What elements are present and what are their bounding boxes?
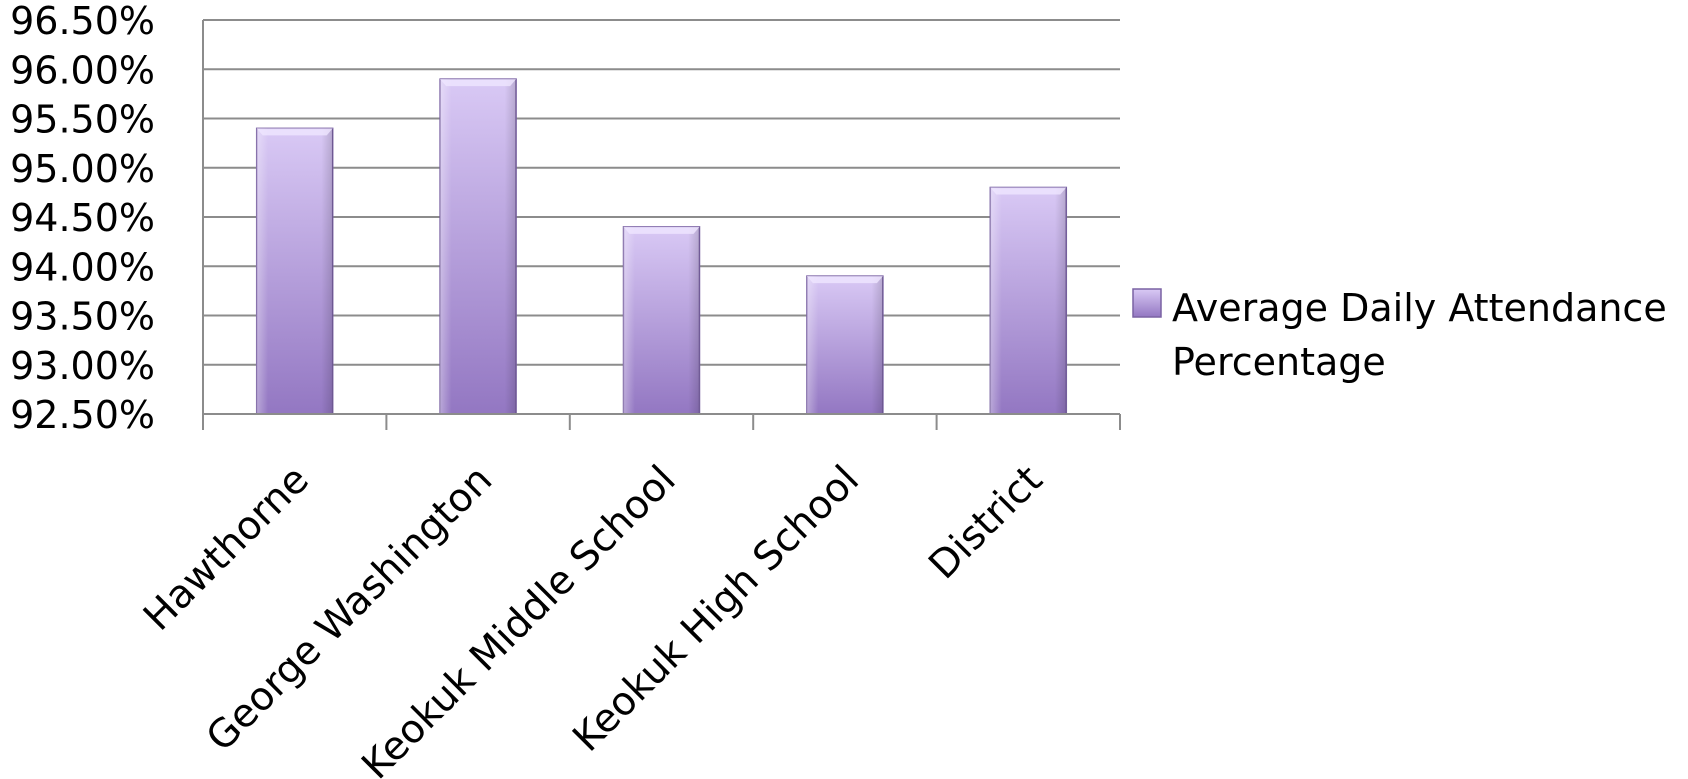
bar-shading [256,128,333,414]
bar [989,186,1068,415]
bar [439,78,517,415]
bar-top-bevel [623,226,700,234]
bar-top-bevel [440,79,517,87]
bar [806,275,884,415]
bar-shading [806,276,883,414]
y-tick-label: 95.00% [10,147,155,191]
legend-swatch [1132,288,1162,318]
legend-label-line-1: Average Daily Attendance [1172,286,1667,330]
bar-shading [990,187,1067,414]
y-tick-label: 96.00% [10,48,155,92]
bar-top-bevel [256,128,333,136]
x-tick-label: District [920,457,1051,588]
bar-shading [623,226,700,414]
y-axis-tick-labels: 92.50% 93.00% 93.50% 94.00% 94.50% 95.00% 95.5… [10,0,155,437]
y-tick-label: 95.50% [10,98,155,142]
y-tick-label: 93.00% [10,344,155,388]
x-tick-label: Hawthorne [135,457,317,639]
y-tick-label: 92.50% [10,393,155,437]
bar-shading [440,79,517,414]
bar [255,127,334,415]
y-tick-label: 94.00% [10,245,155,289]
bar-top-bevel [990,187,1067,195]
x-tick-label: Keokuk Middle School [353,457,684,779]
legend: Average Daily Attendance Percentage [1132,286,1667,384]
y-tick-label: 94.50% [10,196,155,240]
y-tick-label: 93.50% [10,295,155,339]
y-tick-label: 96.50% [10,0,155,43]
bar [622,226,701,415]
bar-top-bevel [806,276,883,284]
axes [202,20,1121,430]
bars [255,78,1068,415]
legend-label-line-2: Percentage [1172,340,1386,384]
